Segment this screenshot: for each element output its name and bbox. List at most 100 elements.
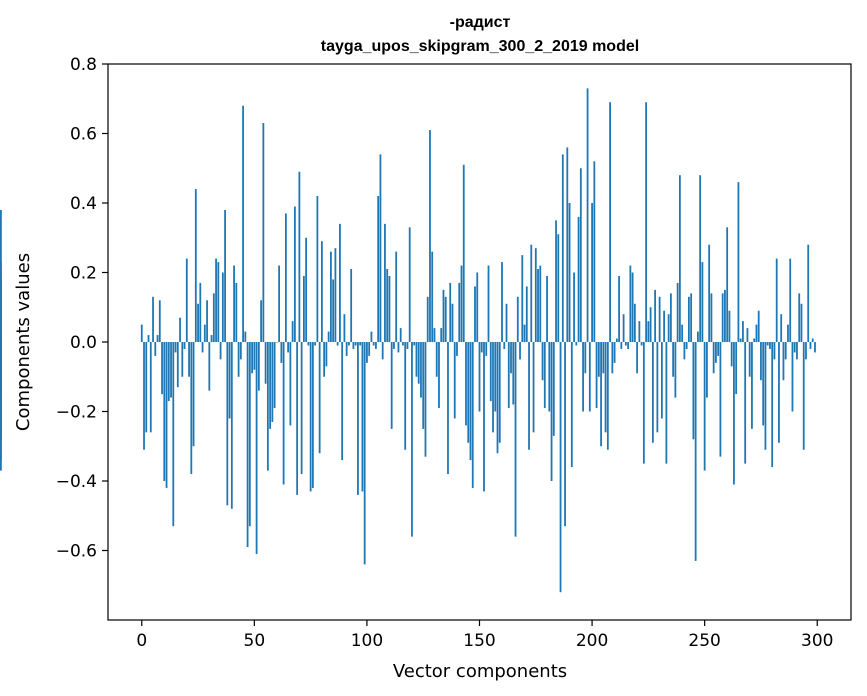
bar-312 [0, 342, 2, 360]
bar-264 [735, 342, 738, 395]
bar-168 [519, 342, 521, 360]
bar-94 [352, 342, 355, 349]
bar-199 [588, 342, 591, 412]
bar-160 [501, 262, 503, 342]
bar-125 [422, 342, 425, 429]
bar-21 [188, 342, 190, 377]
bar-210 [613, 342, 616, 363]
bar-206 [604, 342, 607, 433]
bar-159 [498, 342, 501, 443]
bar-276 [762, 342, 765, 426]
bar-111 [390, 342, 393, 429]
bar-131 [435, 342, 438, 377]
bar-146 [469, 342, 472, 461]
bar-263 [733, 342, 735, 485]
y-axis-label: Components values [13, 253, 34, 431]
chart-subtitle: tayga_upos_skipgram_300_2_2019 model [321, 38, 639, 55]
bar-86 [334, 248, 337, 342]
bar-31 [210, 335, 213, 342]
bar-157 [494, 342, 497, 412]
bar-95 [354, 342, 357, 346]
bar-196 [582, 342, 584, 412]
bar-148 [474, 286, 476, 342]
bar-37 [224, 209, 226, 342]
bar-181 [548, 342, 551, 412]
bar-134 [442, 289, 445, 343]
bar-73 [305, 237, 308, 342]
bar-176 [537, 269, 539, 342]
bar-44 [239, 342, 242, 360]
bar-48 [248, 342, 251, 527]
bar-74 [307, 342, 310, 346]
bar-91 [345, 342, 348, 356]
bar-84 [330, 251, 332, 342]
bar-285 [782, 342, 785, 381]
bar-186 [559, 342, 562, 593]
bar-35 [219, 342, 222, 360]
bar-46 [244, 331, 247, 342]
y-tick-label: 0.6 [70, 125, 97, 145]
bar-26 [199, 282, 202, 342]
bar-218 [631, 272, 634, 342]
bar-11 [165, 342, 168, 488]
bar-287 [787, 324, 789, 343]
bar-7 [156, 335, 159, 342]
bar-106 [379, 154, 382, 342]
bar-252 [708, 244, 711, 342]
y-tick-label: 0.0 [70, 333, 97, 353]
x-tick-label: 100 [351, 631, 383, 651]
bar-140 [456, 342, 458, 356]
bar-65 [287, 342, 290, 353]
bar-262 [730, 342, 733, 367]
bar-132 [438, 342, 440, 409]
bar-297 [809, 342, 812, 349]
bar-267 [742, 321, 744, 342]
x-tick-label: 250 [688, 631, 720, 651]
bar-99 [363, 342, 366, 565]
y-tick-label: 0.4 [70, 194, 97, 214]
bar-284 [780, 314, 783, 342]
bar-133 [440, 328, 443, 342]
bar-18 [181, 342, 184, 377]
y-axis-ticks: −0.6 −0.4 −0.2 0.0 0.2 0.4 0.6 0.8 [56, 55, 108, 562]
bar-139 [453, 342, 456, 419]
bar-63 [282, 342, 285, 485]
bar-82 [325, 342, 328, 367]
bar-189 [566, 147, 569, 342]
bar-85 [332, 279, 335, 342]
bar-204 [600, 342, 602, 447]
bar-81 [323, 342, 326, 377]
bar-151 [480, 342, 483, 353]
bar-238 [676, 282, 679, 342]
bar-135 [444, 296, 447, 342]
bar-254 [712, 342, 715, 374]
bar-248 [699, 175, 702, 342]
bar-184 [555, 220, 557, 342]
bar-227 [651, 342, 654, 443]
bar-198 [586, 88, 589, 342]
bar-64 [284, 213, 287, 342]
bar-143 [462, 164, 465, 342]
bar-269 [746, 328, 749, 342]
bar-202 [595, 342, 598, 409]
bar-32 [212, 293, 215, 342]
bar-108 [384, 223, 386, 342]
bar-182 [550, 342, 553, 481]
bar-164 [510, 342, 512, 374]
bar-214 [622, 314, 625, 342]
bar-177 [539, 265, 542, 342]
bar-250 [703, 342, 706, 471]
bar-268 [744, 342, 747, 464]
bar-45 [242, 105, 244, 342]
bar-228 [654, 289, 657, 343]
bar-110 [388, 275, 391, 342]
bar-71 [300, 342, 303, 475]
bar-87 [336, 342, 339, 346]
bar-10 [163, 342, 166, 481]
bar-39 [228, 342, 231, 419]
bar-54 [262, 123, 265, 342]
x-axis-ticks: 0 50 100 150 200 250 300 [136, 620, 833, 651]
bar-5 [152, 296, 154, 342]
bar-309 [0, 342, 2, 440]
bar-294 [802, 342, 805, 450]
